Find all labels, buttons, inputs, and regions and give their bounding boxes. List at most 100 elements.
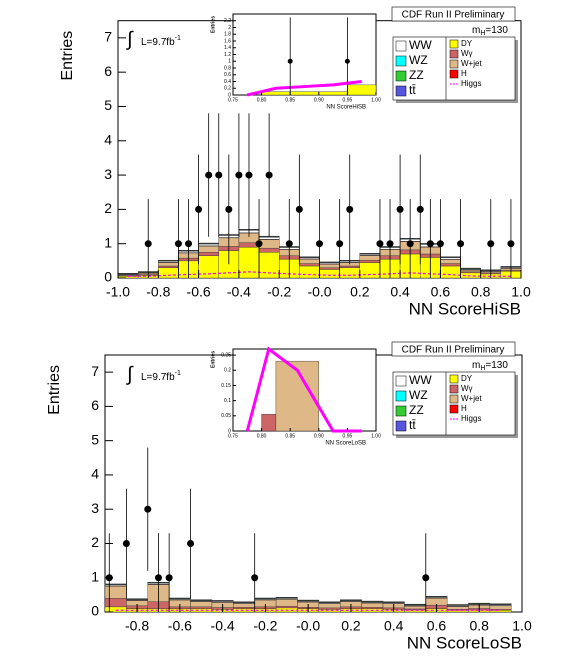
y-tick-label: 2 <box>104 200 112 216</box>
data-point <box>166 574 173 581</box>
legend-swatch <box>450 405 458 413</box>
legend-swatch <box>450 40 458 48</box>
histogram-bar <box>158 266 178 268</box>
legend-label: Higgs <box>461 79 481 88</box>
legend-label: DY <box>461 39 473 48</box>
y-axis-title: Entries <box>210 351 216 368</box>
x-tick-label: 1.00 <box>371 97 381 103</box>
data-point <box>235 172 242 179</box>
histogram-bar <box>360 260 380 262</box>
histogram-bar <box>360 256 380 260</box>
histogram-bar <box>262 414 276 431</box>
y-tick-label: 1 <box>228 59 231 65</box>
histogram-bar <box>199 246 219 252</box>
data-point <box>316 240 323 247</box>
histogram-bar <box>239 247 259 278</box>
y-tick-label: 1 <box>91 568 99 584</box>
data-point <box>175 240 182 247</box>
histogram-bar <box>191 602 212 607</box>
y-axis-title: Entries <box>210 16 216 33</box>
y-tick-label: 2 <box>91 534 99 550</box>
data-point <box>336 240 343 247</box>
y-tick-label: 0.2 <box>224 368 231 374</box>
x-tick-label: -0.6 <box>187 284 211 300</box>
y-tick-label: 0.05 <box>221 413 231 419</box>
legend-label: WZ <box>409 388 428 402</box>
histogram-bar <box>299 264 319 266</box>
y-tick-label: 1.6 <box>224 38 231 44</box>
histogram-bar <box>360 263 380 278</box>
data-point <box>185 240 192 247</box>
x-axis-title: NN ScoreHiSB <box>326 105 366 111</box>
x-tick-label: -0.4 <box>211 618 235 634</box>
y-tick-label: 0 <box>104 269 112 285</box>
y-tick-label: 1.2 <box>224 52 231 58</box>
legend-label: WZ <box>409 53 428 67</box>
chart-title: CDF Run II Preliminary <box>402 345 505 356</box>
x-tick-label: -0.8 <box>146 284 170 300</box>
data-point <box>215 172 222 179</box>
x-tick-label: 1.0 <box>512 618 532 634</box>
histogram-bar <box>233 604 254 607</box>
data-point <box>397 206 404 213</box>
histogram-bar <box>340 266 360 268</box>
x-tick-label: 0.80 <box>257 433 267 439</box>
data-point <box>288 59 293 64</box>
histogram-bar <box>158 268 178 278</box>
data-point <box>487 240 494 247</box>
histogram-bar <box>233 607 254 608</box>
histogram-bar <box>199 244 219 246</box>
y-tick-label: 0.1 <box>224 398 231 404</box>
histogram-bar <box>320 268 340 270</box>
x-axis-title: NN ScoreLoSB <box>407 633 522 652</box>
histogram-bar <box>404 606 425 609</box>
histogram-bar <box>276 599 297 606</box>
data-point <box>422 574 429 581</box>
y-tick-label: 5 <box>91 431 99 447</box>
data-point <box>286 240 293 247</box>
histogram-bar <box>276 606 297 608</box>
x-tick-label: 0.6 <box>431 284 451 300</box>
y-tick-label: 1.4 <box>224 45 231 51</box>
x-tick-label: -0.2 <box>267 284 291 300</box>
x-tick-label: 0.80 <box>257 97 267 103</box>
data-point <box>427 240 434 247</box>
data-point <box>251 574 258 581</box>
lumi-sup: -1 <box>175 370 181 377</box>
x-tick-label: 1.0 <box>511 284 531 300</box>
legend-swatch <box>450 60 458 68</box>
y-tick-label: 0.6 <box>224 72 231 78</box>
histogram-bar <box>199 256 219 278</box>
data-point <box>205 172 212 179</box>
data-point <box>457 240 464 247</box>
x-tick-label: 0.2 <box>341 618 361 634</box>
mass-main: m <box>472 360 480 371</box>
histogram-bar <box>319 92 348 95</box>
y-tick-label: 6 <box>91 397 99 413</box>
x-tick-label: 1.00 <box>371 433 381 439</box>
y-axis-title: Entries <box>46 365 63 415</box>
x-tick-label: 0.4 <box>390 284 410 300</box>
data-point <box>225 206 232 213</box>
y-tick-label: 0.2 <box>224 86 231 92</box>
legend-swatch <box>450 375 458 383</box>
x-tick-label: 0.8 <box>471 284 491 300</box>
data-point <box>407 240 414 247</box>
legend-swatch <box>450 395 458 403</box>
histogram-bar <box>319 604 340 608</box>
x-tick-label: 0.85 <box>285 433 295 439</box>
x-tick-label: 0.85 <box>285 97 295 103</box>
data-point <box>245 172 252 179</box>
mass-rest: =130 <box>485 25 508 36</box>
y-tick-label: 0.4 <box>224 79 231 85</box>
data-point <box>145 240 152 247</box>
legend-label: Higgs <box>461 414 481 423</box>
data-point <box>266 172 273 179</box>
histogram-bar <box>461 270 481 272</box>
y-tick-label: 2 <box>228 25 231 31</box>
legend-label: W+jet <box>461 59 482 68</box>
histogram-bar <box>105 607 126 612</box>
x-tick-label: -0.4 <box>227 284 251 300</box>
data-point <box>296 206 303 213</box>
